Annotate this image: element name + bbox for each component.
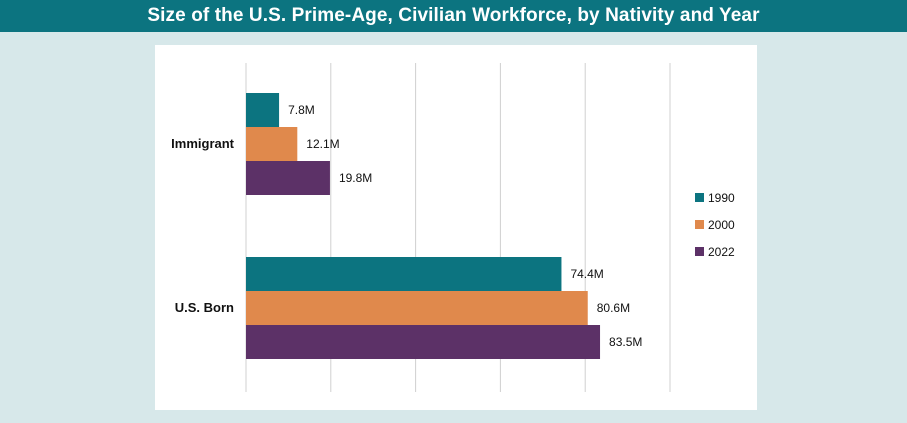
legend-swatch-1990 bbox=[695, 193, 704, 202]
chart-title: Size of the U.S. Prime-Age, Civilian Wor… bbox=[147, 5, 760, 26]
legend-label: 2000 bbox=[708, 218, 735, 232]
data-label: 7.8M bbox=[288, 103, 315, 117]
legend-label: 1990 bbox=[708, 191, 735, 205]
legend-swatch-2022 bbox=[695, 247, 704, 256]
legend-label: 2022 bbox=[708, 245, 735, 259]
data-label: 83.5M bbox=[609, 335, 642, 349]
bar-u-s-born-1990 bbox=[246, 257, 562, 291]
bar-immigrant-2000 bbox=[246, 127, 298, 161]
legend-swatch-2000 bbox=[695, 220, 704, 229]
category-label: U.S. Born bbox=[175, 300, 234, 315]
data-label: 74.4M bbox=[570, 267, 603, 281]
chart-panel: 7.8M 12.1M 19.8M Immigrant 74.4M 80.6M 83.5M U.… bbox=[155, 45, 757, 410]
bar-immigrant-2022 bbox=[246, 161, 330, 195]
data-label: 19.8M bbox=[339, 171, 372, 185]
category-label: Immigrant bbox=[171, 136, 235, 151]
bar-u-s-born-2000 bbox=[246, 291, 588, 325]
data-label: 12.1M bbox=[306, 137, 339, 151]
bar-chart: 7.8M 12.1M 19.8M Immigrant 74.4M 80.6M 83.5M U.… bbox=[171, 63, 735, 392]
bar-immigrant-1990 bbox=[246, 93, 280, 127]
bar-u-s-born-2022 bbox=[246, 325, 601, 359]
data-label: 80.6M bbox=[597, 301, 630, 315]
title-bar: Size of the U.S. Prime-Age, Civilian Wor… bbox=[0, 0, 907, 32]
